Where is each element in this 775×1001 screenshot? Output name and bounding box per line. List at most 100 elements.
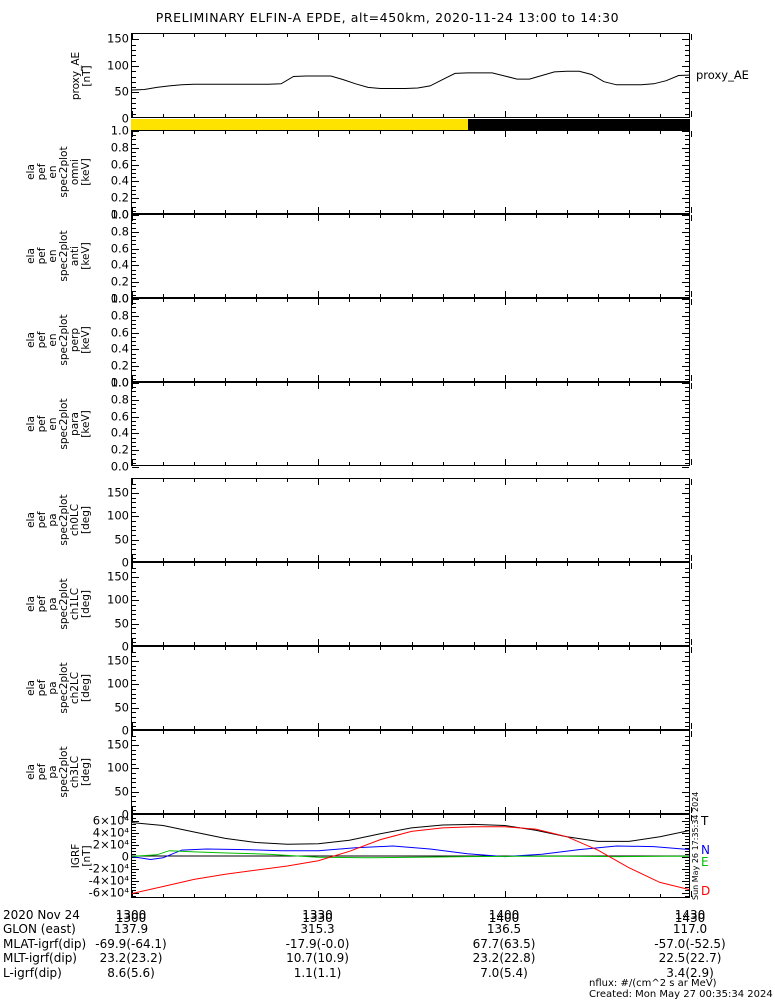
y-tick-minor xyxy=(685,827,689,828)
y-tick-label: 150 xyxy=(107,31,129,46)
y-tick-major xyxy=(132,768,139,770)
ephemeris-row-label: GLON (east) xyxy=(3,922,76,937)
x-tick-minor xyxy=(443,383,444,386)
x-tick-minor xyxy=(287,383,288,386)
x-tick-major xyxy=(132,639,133,645)
panel-en-spec-anti[interactable]: 0.0 0.2 0.4 0.6 0.8 1.0 xyxy=(111,209,692,304)
x-tick-minor xyxy=(598,131,599,134)
y-tick-major xyxy=(682,893,689,894)
y-tick-minor xyxy=(132,665,136,667)
y-tick-minor xyxy=(685,777,689,779)
x-tick-major xyxy=(318,479,319,485)
y-tick-minor xyxy=(132,824,136,825)
panel-en-spec-perp[interactable]: 0.0 0.2 0.4 0.6 0.8 1.0 xyxy=(111,293,692,388)
y-tick-minor xyxy=(132,420,136,422)
y-tick-major xyxy=(682,282,689,284)
y-tick-minor xyxy=(685,194,689,195)
panel-label-proxy-ae: proxy_AE [nT] xyxy=(70,51,93,99)
trace-layer xyxy=(132,70,689,91)
x-tick-minor xyxy=(536,210,537,213)
y-tick-minor xyxy=(132,896,136,897)
x-tick-minor xyxy=(225,726,226,729)
panel-label-line: pef xyxy=(35,415,48,433)
panel-label-line: pef xyxy=(35,679,48,697)
y-tick-minor xyxy=(132,311,136,313)
y-tick-minor xyxy=(685,177,689,179)
y-tick-label: 50 xyxy=(114,531,129,546)
x-tick-minor xyxy=(380,815,381,818)
y-tick-minor xyxy=(132,446,136,447)
y-tick-minor xyxy=(685,303,689,305)
igrf-rotated-timestamp: Sun May 26 17:35:34 2024 xyxy=(691,791,700,900)
x-tick-minor xyxy=(380,131,381,134)
x-tick-minor xyxy=(536,462,537,465)
x-tick-major xyxy=(318,563,319,569)
y-tick-label: 0.4 xyxy=(110,173,129,188)
x-tick-minor xyxy=(660,479,661,482)
y-tick-minor xyxy=(685,320,689,321)
y-tick-major xyxy=(132,467,139,468)
y-tick-minor xyxy=(685,521,689,522)
x-tick-major xyxy=(691,131,692,137)
x-tick-major xyxy=(505,383,506,389)
x-tick-major xyxy=(691,383,692,389)
panel-label-line: ch0LC xyxy=(68,503,81,537)
y-tick-minor xyxy=(132,558,136,560)
y-tick-minor xyxy=(132,143,136,145)
panel-pa-spec-ch1lc[interactable]: 0 50 100 150 xyxy=(107,562,692,652)
y-tick-minor xyxy=(132,408,136,410)
x-tick-minor xyxy=(225,815,226,818)
x-tick-minor xyxy=(256,815,257,818)
y-tick-minor xyxy=(132,860,136,861)
x-tick-major xyxy=(318,291,319,297)
panel-en-spec-para[interactable]: 0.0 0.2 0.4 0.6 0.8 1.0 xyxy=(111,377,692,472)
x-tick-minor xyxy=(256,731,257,734)
panel-pa-spec-ch2lc[interactable]: 0 50 100 150 xyxy=(107,646,692,736)
y-tick-minor xyxy=(685,860,689,861)
y-tick-minor xyxy=(685,108,689,110)
y-tick-minor xyxy=(132,336,136,338)
y-tick-minor xyxy=(685,189,689,191)
ephemeris-value: 137.9 xyxy=(113,922,149,937)
panel-label-line: [nT] xyxy=(80,845,93,867)
x-tick-minor xyxy=(474,647,475,650)
x-tick-minor xyxy=(412,731,413,734)
x-tick-major xyxy=(505,131,506,137)
trace-T xyxy=(132,822,689,845)
y-tick-minor xyxy=(132,805,136,807)
x-tick-minor xyxy=(629,378,630,381)
x-tick-minor xyxy=(443,479,444,482)
x-tick-minor xyxy=(629,558,630,561)
x-tick-major xyxy=(318,207,319,213)
panel-proxy-ae[interactable]: 0 50 100 150 xyxy=(107,33,692,124)
x-tick-major xyxy=(318,723,319,729)
y-tick-major xyxy=(682,231,689,233)
panel-en-spec-omni[interactable]: 0.0 0.2 0.4 0.6 0.8 1.0 xyxy=(111,125,692,220)
y-tick-minor xyxy=(132,777,136,779)
x-tick-minor xyxy=(443,642,444,645)
x-tick-minor xyxy=(163,114,164,117)
y-tick-label: 150 xyxy=(107,569,129,584)
y-tick-label: -4×10⁴ xyxy=(88,873,129,888)
y-tick-minor xyxy=(685,462,689,464)
y-tick-label: 0.6 xyxy=(110,324,129,339)
x-tick-minor xyxy=(536,810,537,813)
y-tick-minor xyxy=(685,135,689,137)
panel-pa-spec-ch0lc[interactable]: 0 50 100 150 xyxy=(107,478,692,568)
panel-igrf[interactable]: -6×10⁴ -4×10⁴ -2×10⁴ 0 2×10⁴ 4×10⁴ 6×10⁴ xyxy=(89,814,692,898)
y-tick-minor xyxy=(685,49,689,51)
y-tick-minor xyxy=(132,278,136,279)
ephemeris-value: 117.0 xyxy=(672,922,708,937)
x-tick-minor xyxy=(567,726,568,729)
y-tick-minor xyxy=(132,429,136,431)
x-tick-minor xyxy=(380,642,381,645)
panel-pa-spec-ch3lc[interactable]: 0 50 100 150 xyxy=(107,730,692,820)
y-tick-minor xyxy=(132,679,136,681)
y-tick-label: 100 xyxy=(107,676,129,691)
y-tick-minor xyxy=(685,530,689,532)
x-tick-minor xyxy=(567,210,568,213)
x-tick-minor xyxy=(443,294,444,297)
y-tick-minor xyxy=(132,458,136,460)
x-tick-major xyxy=(318,731,319,737)
